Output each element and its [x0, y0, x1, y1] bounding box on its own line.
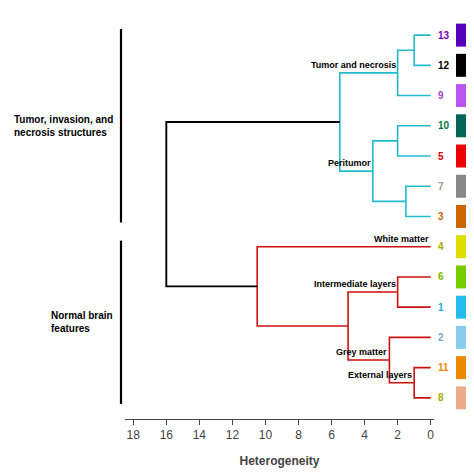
svg-text:8: 8	[295, 428, 302, 442]
svg-text:4: 4	[438, 241, 444, 252]
svg-text:13: 13	[438, 30, 450, 41]
svg-text:Normal brainfeatures: Normal brainfeatures	[51, 310, 113, 334]
svg-text:Grey matter: Grey matter	[336, 347, 387, 357]
svg-text:0: 0	[427, 428, 434, 442]
svg-text:6: 6	[438, 271, 444, 282]
svg-text:Tumor and necrosis: Tumor and necrosis	[311, 60, 396, 70]
svg-text:12: 12	[226, 428, 240, 442]
svg-text:2: 2	[438, 332, 444, 343]
svg-text:External layers: External layers	[348, 370, 412, 380]
svg-text:Peritumor: Peritumor	[328, 158, 371, 168]
svg-text:White matter: White matter	[374, 234, 429, 244]
svg-text:5: 5	[438, 151, 444, 162]
svg-text:7: 7	[438, 181, 444, 192]
svg-text:11: 11	[438, 362, 449, 373]
svg-text:2: 2	[394, 428, 401, 442]
svg-text:3: 3	[438, 211, 444, 222]
svg-text:16: 16	[160, 428, 174, 442]
svg-text:Heterogeneity: Heterogeneity	[239, 454, 319, 468]
svg-text:18: 18	[127, 428, 141, 442]
svg-text:Tumor, invasion, andnecrosis s: Tumor, invasion, andnecrosis structures	[14, 114, 113, 138]
svg-text:4: 4	[361, 428, 368, 442]
svg-text:1: 1	[438, 302, 444, 313]
svg-text:Intermediate layers: Intermediate layers	[314, 279, 396, 289]
svg-text:10: 10	[259, 428, 273, 442]
svg-text:6: 6	[328, 428, 335, 442]
svg-text:12: 12	[438, 60, 450, 71]
svg-text:8: 8	[438, 392, 444, 403]
svg-text:10: 10	[438, 120, 450, 131]
svg-text:14: 14	[193, 428, 207, 442]
svg-text:9: 9	[438, 90, 444, 101]
